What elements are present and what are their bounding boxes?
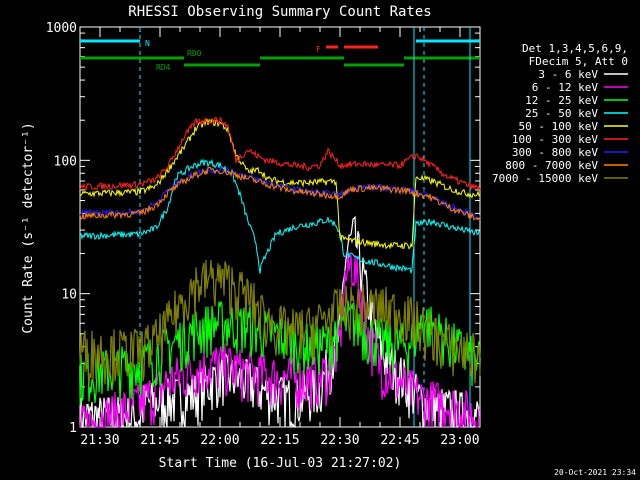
chart-title: RHESSI Observing Summary Count Rates <box>128 4 431 20</box>
legend-header-line: Det 1,3,4,5,6,9, <box>522 42 628 55</box>
legend: Det 1,3,4,5,6,9,FDecim 5, Att 03 - 6 keV… <box>492 42 628 185</box>
series-line-1 <box>79 250 481 428</box>
series-line-8 <box>79 259 481 385</box>
legend-header-line: FDecim 5, Att 0 <box>529 55 628 68</box>
y-tick-label: 10 <box>61 288 77 303</box>
legend-entry-label: 6 - 12 keV <box>532 81 599 94</box>
legend-entry-label: 3 - 6 keV <box>538 68 598 81</box>
y-tick-label: 1000 <box>46 21 77 36</box>
x-tick-label: 22:30 <box>320 433 359 448</box>
x-tick-label: 22:45 <box>380 433 419 448</box>
legend-entry-label: 800 - 7000 keV <box>505 159 598 172</box>
x-tick-label: 22:15 <box>260 433 299 448</box>
legend-entry-label: 300 - 800 keV <box>512 146 598 159</box>
x-tick-label: 21:45 <box>140 433 179 448</box>
x-tick-label: 22:00 <box>200 433 239 448</box>
y-axis-label: Count Rate (s⁻¹ detector⁻¹) <box>21 122 36 333</box>
series-line-4 <box>79 118 481 250</box>
flag-label-rd4: RD4 <box>156 63 171 72</box>
series-line-5 <box>79 116 481 192</box>
legend-entry-label: 50 - 100 keV <box>519 120 599 133</box>
flag-label-f: F <box>316 45 321 54</box>
series-lines <box>79 116 481 429</box>
series-line-3 <box>79 158 481 274</box>
flag-bars: N F RD0 RD4 <box>80 39 480 72</box>
legend-entry-label: 7000 - 15000 keV <box>492 172 598 185</box>
flag-label-n: N <box>145 39 150 48</box>
series-line-0 <box>79 215 481 429</box>
series-line-7 <box>79 166 481 221</box>
y-tick-label: 100 <box>54 154 77 169</box>
footer-date: 20-Oct-2021 23:34 <box>554 468 636 477</box>
plot-axes: 1 10 100 1000 21:30 21:45 22:00 22:15 22:30 22:45… <box>46 21 481 448</box>
legend-entry-label: 25 - 50 keV <box>525 107 598 120</box>
legend-entry-label: 12 - 25 keV <box>525 94 598 107</box>
y-tick-label: 1 <box>69 421 77 436</box>
x-axis-label: Start Time (16-Jul-03 21:27:02) <box>159 456 402 471</box>
legend-entry-label: 100 - 300 keV <box>512 133 598 146</box>
flag-label-rd0: RD0 <box>187 49 202 58</box>
x-tick-label: 21:30 <box>80 433 119 448</box>
x-tick-label: 23:00 <box>440 433 479 448</box>
